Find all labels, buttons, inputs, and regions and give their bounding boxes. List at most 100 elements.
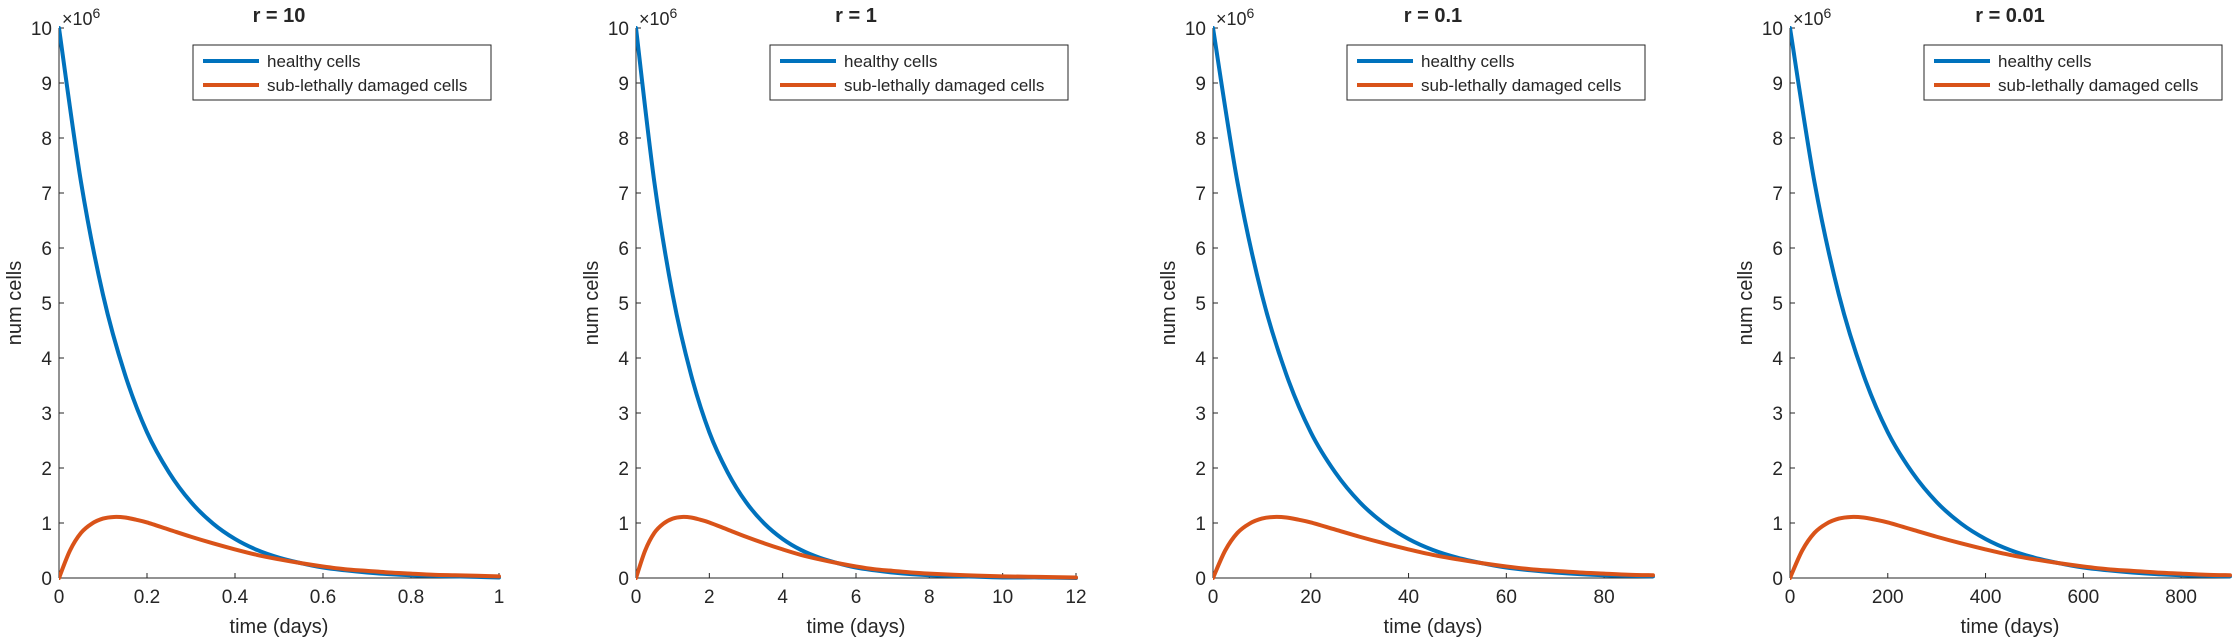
y-tick-label: 2 xyxy=(618,459,629,480)
y-tick-label: 1 xyxy=(41,514,52,535)
x-tick-label: 0 xyxy=(1785,587,1796,608)
y-exponent-power: 6 xyxy=(1824,5,1832,21)
y-tick-label: 9 xyxy=(41,74,52,95)
legend-label: sub-lethally damaged cells xyxy=(844,76,1044,95)
x-tick-label: 12 xyxy=(1065,587,1086,608)
y-tick-label: 9 xyxy=(1772,74,1783,95)
chart-panel: 0 200 400 600 800 0 1 2 3 4 5 6 7 8 9 10 ×106 r = 0.01 tim… xyxy=(1735,5,2232,638)
x-tick-label: 200 xyxy=(1872,587,1904,608)
x-tick-label: 400 xyxy=(1970,587,2002,608)
y-tick-label: 8 xyxy=(1195,129,1206,150)
legend-label: sub-lethally damaged cells xyxy=(1421,76,1621,95)
y-tick-label: 3 xyxy=(618,404,629,425)
legend: healthy cells sub-lethally damaged cells xyxy=(192,44,492,101)
y-tick-label: 5 xyxy=(1772,294,1783,315)
series-line xyxy=(59,26,501,580)
y-tick-label: 7 xyxy=(41,184,52,205)
y-exponent-power: 6 xyxy=(670,5,678,21)
x-axis-label: time (days) xyxy=(1384,616,1483,638)
x-tick-label: 8 xyxy=(924,587,935,608)
x-tick-label: 0 xyxy=(631,587,642,608)
y-tick-label: 2 xyxy=(1195,459,1206,480)
y-axis-label: num cells xyxy=(1158,261,1180,345)
series-line xyxy=(1213,514,1655,580)
y-tick-label: 1 xyxy=(618,514,629,535)
y-exponent-power: 6 xyxy=(93,5,101,21)
y-tick-label: 0 xyxy=(618,569,629,590)
y-tick-label: 6 xyxy=(1195,239,1206,260)
y-tick-label: 8 xyxy=(41,129,52,150)
series-line xyxy=(1213,26,1655,579)
y-tick-label: 1 xyxy=(1772,514,1783,535)
y-tick-label: 4 xyxy=(1195,349,1206,370)
y-tick-label: 3 xyxy=(1195,404,1206,425)
legend-box xyxy=(1923,44,2223,101)
legend-label: healthy cells xyxy=(844,52,938,71)
chart-title: r = 0.01 xyxy=(1975,5,2045,27)
y-tick-label: 6 xyxy=(1772,239,1783,260)
y-tick-label: 5 xyxy=(41,294,52,315)
series-line xyxy=(636,26,1078,580)
y-tick-label: 8 xyxy=(1772,129,1783,150)
y-tick-label: 10 xyxy=(31,19,52,40)
y-tick-label: 4 xyxy=(1772,349,1783,370)
y-tick-label: 7 xyxy=(1195,184,1206,205)
series-line xyxy=(636,514,1078,580)
x-tick-label: 0 xyxy=(54,587,65,608)
y-axis-label: num cells xyxy=(1735,261,1757,345)
legend: healthy cells sub-lethally damaged cells xyxy=(1923,44,2223,101)
chart-title: r = 10 xyxy=(253,5,306,27)
y-tick-label: 0 xyxy=(41,569,52,590)
legend-label: sub-lethally damaged cells xyxy=(1998,76,2198,95)
y-exponent-label: ×106 xyxy=(639,5,678,29)
y-tick-label: 9 xyxy=(1195,74,1206,95)
y-tick-label: 10 xyxy=(608,19,629,40)
legend-box xyxy=(769,44,1069,101)
y-tick-label: 7 xyxy=(618,184,629,205)
x-axis-label: time (days) xyxy=(807,616,906,638)
y-exponent-power: 6 xyxy=(1247,5,1255,21)
y-tick-label: 9 xyxy=(618,74,629,95)
x-tick-label: 0.8 xyxy=(398,587,424,608)
y-tick-label: 2 xyxy=(1772,459,1783,480)
y-tick-label: 4 xyxy=(41,349,52,370)
x-tick-label: 40 xyxy=(1398,587,1419,608)
legend-box xyxy=(1346,44,1646,101)
x-tick-label: 0 xyxy=(1208,587,1219,608)
y-tick-label: 3 xyxy=(1772,404,1783,425)
x-tick-label: 60 xyxy=(1496,587,1517,608)
y-tick-label: 10 xyxy=(1185,19,1206,40)
chart-title: r = 1 xyxy=(835,5,877,27)
x-tick-label: 6 xyxy=(851,587,862,608)
y-tick-label: 10 xyxy=(1762,19,1783,40)
y-exponent-label: ×106 xyxy=(62,5,101,29)
x-tick-label: 1 xyxy=(494,587,505,608)
x-tick-label: 4 xyxy=(777,587,788,608)
legend-label: sub-lethally damaged cells xyxy=(267,76,467,95)
legend-label: healthy cells xyxy=(1421,52,1515,71)
x-tick-label: 2 xyxy=(704,587,715,608)
series-line xyxy=(1790,514,2232,580)
y-exponent-label: ×106 xyxy=(1793,5,1832,29)
x-axis-label: time (days) xyxy=(230,616,329,638)
x-tick-label: 0.6 xyxy=(310,587,336,608)
y-tick-label: 5 xyxy=(618,294,629,315)
x-tick-label: 0.2 xyxy=(134,587,160,608)
series-line xyxy=(1790,26,2232,579)
x-tick-label: 0.4 xyxy=(222,587,249,608)
y-tick-label: 0 xyxy=(1772,569,1783,590)
series-line xyxy=(59,514,501,580)
y-tick-label: 4 xyxy=(618,349,629,370)
x-tick-label: 10 xyxy=(992,587,1013,608)
legend: healthy cells sub-lethally damaged cells xyxy=(769,44,1069,101)
y-tick-label: 7 xyxy=(1772,184,1783,205)
y-tick-label: 6 xyxy=(41,239,52,260)
legend-label: healthy cells xyxy=(1998,52,2092,71)
x-tick-label: 20 xyxy=(1300,587,1321,608)
x-tick-label: 800 xyxy=(2165,587,2197,608)
y-tick-label: 3 xyxy=(41,404,52,425)
y-tick-label: 5 xyxy=(1195,294,1206,315)
